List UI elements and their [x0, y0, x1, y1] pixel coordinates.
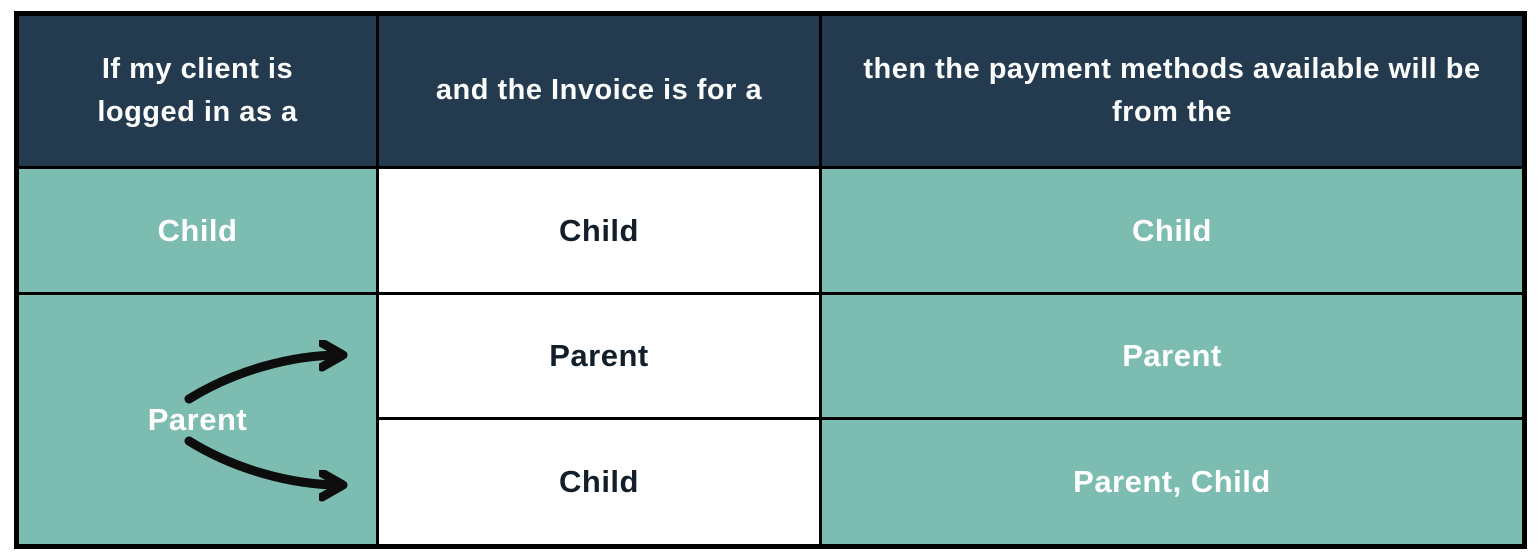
cell-login-parent-merged: Parent	[19, 295, 376, 544]
header-payment-methods-available: then the payment methods available will …	[822, 16, 1522, 166]
cell-login-child: Child	[19, 169, 376, 292]
cell-invoice-child: Child	[379, 169, 819, 292]
cell-methods-parent: Parent	[822, 295, 1522, 417]
header-invoice-is-for: and the Invoice is for a	[379, 16, 819, 166]
cell-methods-parent-child: Parent, Child	[822, 420, 1522, 544]
header-logged-in-as: If my client is logged in as a	[19, 16, 376, 166]
curved-arrow-top-icon	[184, 355, 341, 404]
parent-label: Parent	[147, 401, 248, 437]
cell-invoice-parent: Parent	[379, 295, 819, 417]
cell-invoice-child-2: Child	[379, 420, 819, 544]
payment-methods-table: If my client is logged in as a and the I…	[14, 11, 1527, 549]
curved-arrow-bottom-icon	[184, 436, 341, 485]
cell-methods-child: Child	[822, 169, 1522, 292]
